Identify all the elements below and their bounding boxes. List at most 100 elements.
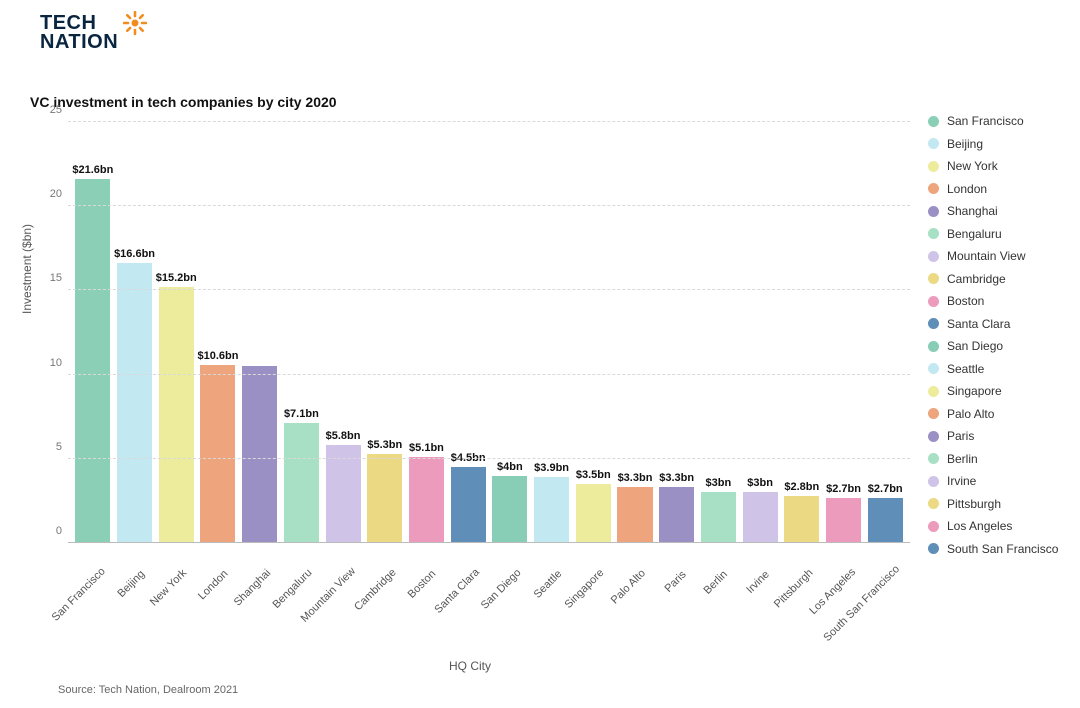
bar-rect	[743, 492, 778, 543]
bar: $4bn	[489, 122, 531, 543]
y-tick: 20	[50, 188, 62, 200]
x-axis-title: HQ City	[449, 659, 491, 673]
bar: $4.5bn	[447, 122, 489, 543]
bar: $15.2bn	[155, 122, 197, 543]
plot-area: $21.6bn $16.6bn$15.2bn $10.6bn $7.1bn $5.8bn…	[68, 122, 910, 543]
legend-item: Seattle	[928, 362, 1078, 376]
legend-swatch	[928, 318, 939, 329]
legend-swatch	[928, 138, 939, 149]
bar-value-label: $7.1bn	[284, 408, 319, 420]
x-tick-label: San Francisco	[50, 565, 108, 623]
legend-label: Palo Alto	[947, 407, 994, 421]
legend-label: Berlin	[947, 452, 978, 466]
bar-rect	[117, 263, 152, 543]
gridline	[68, 374, 910, 375]
legend-label: South San Francisco	[947, 542, 1058, 556]
bar-value-label: $5.8bn	[326, 430, 361, 442]
bar-rect	[200, 365, 235, 544]
bar-value-label: $3bn	[747, 477, 773, 489]
bar: $3.3bn	[656, 122, 698, 543]
bar-rect	[367, 454, 402, 543]
sun-icon	[122, 10, 148, 41]
bar-rect	[784, 496, 819, 543]
y-tick: 0	[56, 525, 62, 537]
legend-swatch	[928, 228, 939, 239]
bar-value-label: $21.6bn	[72, 164, 113, 176]
legend-item: Los Angeles	[928, 519, 1078, 533]
x-tick-label: Berlin	[702, 568, 730, 596]
legend-label: Paris	[947, 429, 974, 443]
bar-rect	[576, 484, 611, 543]
legend-swatch	[928, 183, 939, 194]
legend-swatch	[928, 431, 939, 442]
x-tick-label: Boston	[406, 568, 439, 601]
bar: $5.8bn	[322, 122, 364, 543]
bar-rect	[868, 498, 903, 543]
legend-label: Mountain View	[947, 249, 1026, 263]
legend-item: New York	[928, 159, 1078, 173]
legend-swatch	[928, 251, 939, 262]
legend-label: San Diego	[947, 339, 1003, 353]
bar: $5.3bn	[364, 122, 406, 543]
bar-rect	[451, 467, 486, 543]
gridline	[68, 121, 910, 122]
bar-value-label: $16.6bn	[114, 248, 155, 260]
bar: $10.6bn	[197, 122, 239, 543]
legend-label: Seattle	[947, 362, 984, 376]
legend-label: Beijing	[947, 137, 983, 151]
bar-value-label: $3.3bn	[659, 472, 694, 484]
x-tick-label: Palo Alto	[609, 567, 648, 606]
bar-value-label: $10.6bn	[197, 350, 238, 362]
legend-item: San Francisco	[928, 114, 1078, 128]
bar-value-label: $3.5bn	[576, 469, 611, 481]
legend-swatch	[928, 206, 939, 217]
bar: $2.8bn	[781, 122, 823, 543]
legend-label: New York	[947, 159, 998, 173]
x-tick-label: Paris	[662, 569, 688, 595]
legend-item: Bengaluru	[928, 227, 1078, 241]
legend-swatch	[928, 273, 939, 284]
bar-value-label: $5.1bn	[409, 442, 444, 454]
bar-value-label: $5.3bn	[367, 439, 402, 451]
chart-title: VC investment in tech companies by city …	[30, 94, 337, 110]
gridline	[68, 458, 910, 459]
bar-value-label: $3bn	[706, 477, 732, 489]
legend-label: Shanghai	[947, 204, 998, 218]
bar: $7.1bn	[281, 122, 323, 543]
bar: $3bn	[739, 122, 781, 543]
legend-item: Berlin	[928, 452, 1078, 466]
y-tick: 15	[50, 272, 62, 284]
legend-item: Paris	[928, 429, 1078, 443]
legend-swatch	[928, 116, 939, 127]
bar: $3bn	[698, 122, 740, 543]
bar-rect	[701, 492, 736, 543]
legend-item: Boston	[928, 294, 1078, 308]
legend-label: Bengaluru	[947, 227, 1002, 241]
legend-item: London	[928, 182, 1078, 196]
legend-label: Pittsburgh	[947, 497, 1001, 511]
legend-label: London	[947, 182, 987, 196]
bar-rect	[242, 366, 277, 543]
x-tick-label: Beijing	[115, 568, 147, 600]
bar-value-label: $15.2bn	[156, 272, 197, 284]
bar-value-label: $2.7bn	[826, 483, 861, 495]
y-tick: 25	[50, 104, 62, 116]
legend: San Francisco Beijing New York London Shangh…	[928, 114, 1078, 564]
legend-label: Los Angeles	[947, 519, 1012, 533]
legend-item: Singapore	[928, 384, 1078, 398]
y-tick: 5	[56, 441, 62, 453]
legend-item: Cambridge	[928, 272, 1078, 286]
bar: $2.7bn	[823, 122, 865, 543]
legend-item: Irvine	[928, 474, 1078, 488]
legend-swatch	[928, 386, 939, 397]
legend-swatch	[928, 296, 939, 307]
bar-rect	[826, 498, 861, 543]
bar-value-label: $2.7bn	[868, 483, 903, 495]
bar-rect	[409, 457, 444, 543]
bar: $2.7bn	[864, 122, 906, 543]
bar-value-label: $3.9bn	[534, 462, 569, 474]
bar: $21.6bn	[72, 122, 114, 543]
y-tick: 10	[50, 357, 62, 369]
legend-item: Santa Clara	[928, 317, 1078, 331]
bar-rect	[326, 445, 361, 543]
